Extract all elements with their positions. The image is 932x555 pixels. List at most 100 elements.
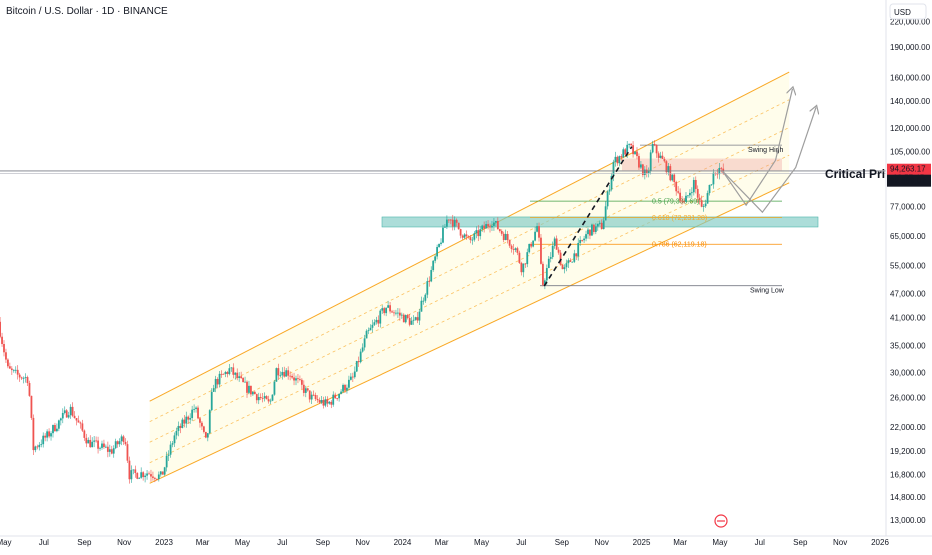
channel-midline-2 [149,127,790,443]
candle-body-293 [573,253,576,262]
candle-body-38 [73,415,76,419]
candle-body-210 [410,320,413,325]
candle-body-144 [281,371,284,376]
candle-body-141 [275,368,278,382]
candle-body-57 [110,449,113,454]
candle-body-137 [267,399,270,402]
x-tick-label-22: 2026 [871,538,889,547]
candle-body-114 [222,373,225,375]
candle-body-100 [195,407,197,409]
candle-body-301 [589,229,591,236]
candle-body-149 [291,375,293,378]
candle-body-227 [444,226,446,228]
candle-body-195 [381,308,384,311]
candle-body-19 [36,446,39,448]
candle-body-78 [152,476,154,478]
candle-body-122 [238,376,241,379]
candle-body-22 [42,435,45,445]
x-tick-label-6: May [235,538,250,547]
y-tick-label-4: 22,000.00 [890,423,926,432]
y-tick-label-17: 160,000.00 [890,73,931,82]
candle-body-317 [620,156,623,158]
candle-body-208 [406,315,409,319]
y-tick-label-18: 190,000.00 [890,43,931,52]
candle-body-26 [50,433,52,437]
candle-body-285 [557,249,560,253]
price-axis-background [886,0,932,536]
candle-body-253 [494,221,497,223]
candle-body-297 [581,240,584,241]
x-tick-label-7: Jul [277,538,287,547]
candle-body-142 [277,368,280,376]
candle-body-131 [255,394,258,401]
candle-body-40 [77,420,80,423]
candle-body-346 [677,191,680,193]
candle-body-334 [653,143,656,146]
candle-body-332 [649,152,652,172]
candle-body-339 [663,158,666,162]
candle-body-58 [112,448,115,454]
candle-body-16 [30,395,33,418]
candle-body-237 [463,234,466,238]
candle-body-104 [202,426,205,432]
candle-body-197 [385,307,388,314]
candle-body-267 [522,263,525,273]
candle-body-69 [134,469,137,473]
candle-body-140 [273,381,276,395]
y-tick-label-19: 220,000.00 [890,17,931,26]
candle-body-259 [506,233,509,241]
candle-body-182 [355,361,358,372]
y-tick-label-12: 77,000.00 [890,202,926,211]
candle-body-181 [353,371,356,378]
candle-body-312 [610,175,613,190]
candle-body-125 [244,381,246,383]
candle-body-81 [157,474,160,479]
candle-body-4 [7,359,9,367]
x-tick-label-15: Nov [595,538,609,547]
candle-body-136 [265,396,268,400]
candle-body-18 [34,446,37,451]
candle-body-163 [318,400,321,403]
candle-body-308 [602,220,605,230]
candle-body-176 [344,384,346,391]
candle-body-268 [524,263,527,265]
candle-body-34 [65,410,68,418]
candle-body-145 [283,371,286,377]
candle-body-14 [26,377,29,384]
candle-body-249 [487,224,489,227]
candle-body-263 [514,248,517,250]
y-tick-label-14: 105,000.00 [890,148,931,157]
currency-button[interactable] [889,3,927,20]
candle-body-37 [71,406,74,416]
candle-body-134 [261,397,264,399]
candle-body-318 [622,149,625,158]
candle-body-128 [250,385,252,395]
candle-body-304 [594,226,597,232]
candle-body-63 [122,436,125,442]
candle-body-93 [181,419,184,428]
candle-body-21 [40,444,43,445]
candle-body-153 [299,379,301,380]
candle-body-139 [271,394,274,401]
candle-body-138 [269,400,272,402]
candle-body-27 [52,425,54,434]
y-tick-label-11: 65,000.00 [890,232,926,241]
candle-body-105 [204,431,207,438]
candle-body-13 [24,377,27,378]
channel-fill [149,72,790,484]
candle-body-98 [191,409,194,419]
x-tick-label-17: Mar [673,538,687,547]
candle-body-282 [551,245,554,258]
y-tick-label-7: 35,000.00 [890,341,926,350]
candle-body-300 [587,229,589,235]
candle-body-36 [69,406,72,416]
candle-body-3 [5,352,7,360]
candle-body-292 [571,261,574,263]
candle-body-252 [493,222,495,226]
annotations-layer: Critical Price [0,89,899,528]
candle-body-337 [659,155,662,158]
candle-body-298 [583,238,585,241]
